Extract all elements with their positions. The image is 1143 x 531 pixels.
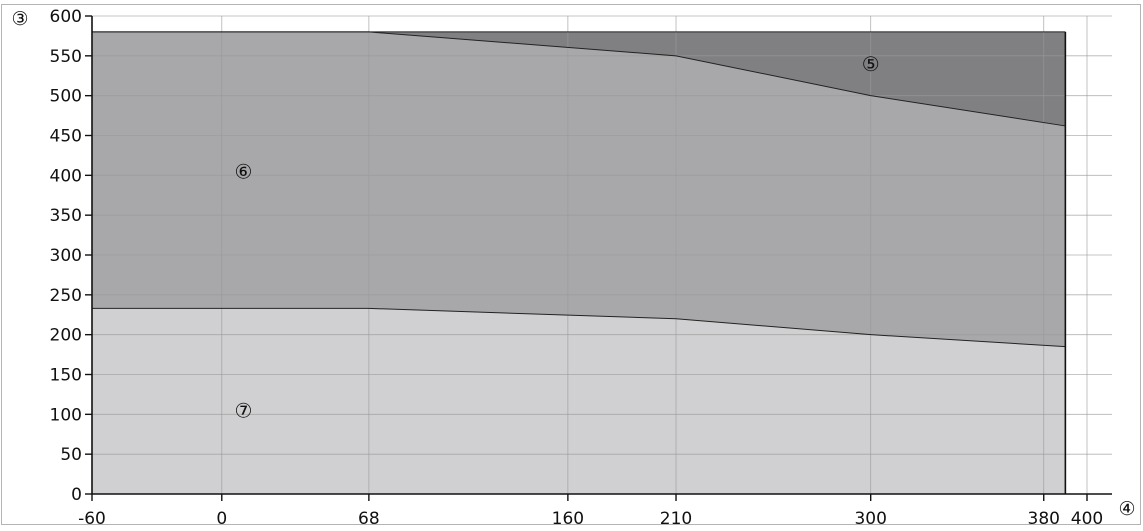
y-tick-label: 500	[50, 87, 82, 107]
x-axis-label: ④	[1118, 498, 1135, 520]
x-tick-label: 400	[1071, 509, 1103, 527]
outer-frame	[1, 4, 1141, 525]
y-tick-label: 200	[50, 326, 82, 346]
region-boundary-line	[92, 307, 1066, 348]
x-tick-label: -60	[78, 509, 106, 527]
y-tick-label: 150	[50, 366, 82, 386]
y-tick-label: 350	[50, 206, 82, 226]
x-tick-label: 160	[552, 509, 584, 527]
label-layer: 0 50 100 150 200 250 300 350 400 450 500 550 600 -60 0…	[11, 7, 1135, 529]
x-tick-label: 380	[1028, 509, 1060, 527]
y-tick-label: 400	[50, 166, 82, 186]
y-tick-label: 250	[50, 286, 82, 306]
grid-layer	[92, 15, 1112, 494]
y-tick-label: 100	[50, 405, 82, 425]
region-label: ⑥	[234, 159, 252, 183]
x-tick-label: 0	[216, 509, 227, 527]
y-tick-label: 450	[50, 127, 82, 147]
area-region	[92, 308, 1066, 494]
area-layer	[92, 31, 1066, 494]
y-axis-label: ③	[11, 8, 28, 30]
area-region	[92, 31, 1066, 347]
x-tick-label: 68	[358, 509, 380, 527]
axes-layer	[1, 4, 1141, 525]
y-tick-label: 600	[50, 7, 82, 27]
region-label: ⑦	[234, 398, 252, 422]
boundary-line-layer	[92, 31, 1067, 494]
x-tick-label: 300	[854, 509, 886, 527]
region-label: ⑤	[862, 52, 880, 76]
y-tick-label: 300	[50, 246, 82, 266]
x-tick-label: 210	[660, 509, 692, 527]
y-tick-label: 0	[71, 485, 82, 505]
y-tick-label: 550	[50, 47, 82, 67]
y-tick-label: 50	[60, 445, 82, 465]
